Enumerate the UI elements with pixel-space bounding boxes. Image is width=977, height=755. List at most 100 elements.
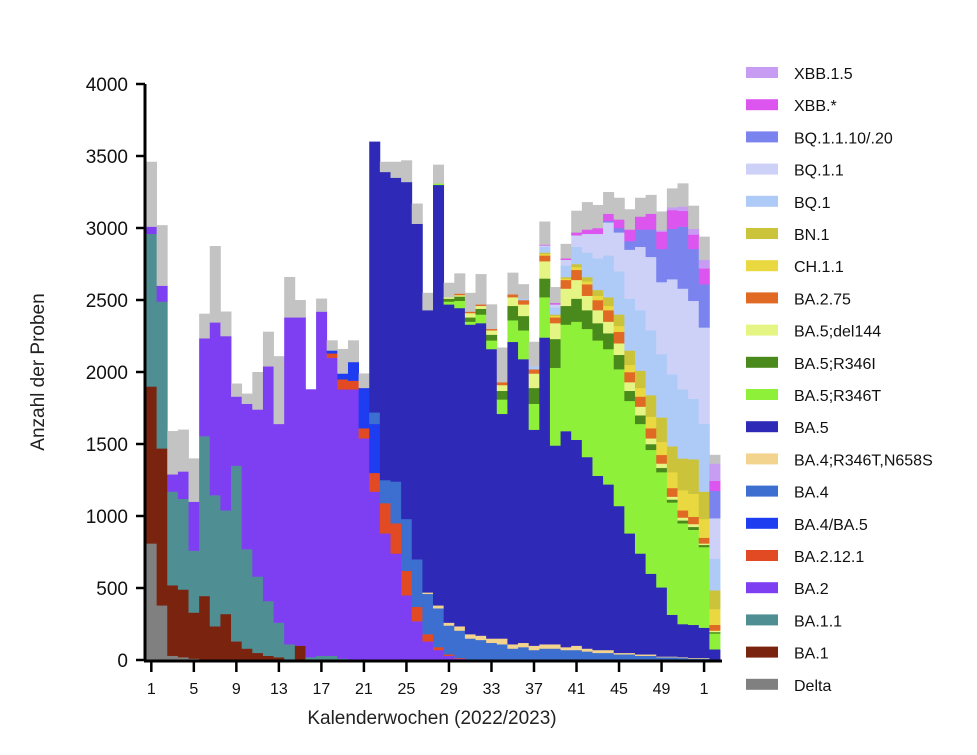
bar-segment-ch-1-1-2022-40 bbox=[560, 278, 572, 281]
bar-segment-ba-5-r346i-2022-30 bbox=[454, 296, 466, 302]
bar-segment-ch-1-1-2022-42 bbox=[581, 281, 593, 285]
bar-segment-ba-5-r346t-2022-29 bbox=[443, 301, 455, 305]
bar-stack-2022-32 bbox=[475, 274, 487, 661]
legend-swatch bbox=[746, 163, 778, 175]
bar-segment-ba-5-2022-45 bbox=[613, 505, 625, 654]
x-tick-label: 41 bbox=[568, 681, 586, 698]
bar-segment-ba-5-r346t-2022-37 bbox=[528, 403, 540, 430]
bar-segment-ba-2-12-1-2022-27 bbox=[422, 634, 434, 642]
bar-segment-ba-4-2022-29 bbox=[443, 625, 455, 655]
legend-item-xbb-1-5: XBB.1.5 bbox=[746, 66, 853, 83]
bar-segment-ba-2-2022-1 bbox=[146, 226, 158, 235]
bar-segment-ba-5-r346i-2022-35 bbox=[507, 305, 519, 321]
bar-segment-bq-1-1-10-20-2022-45 bbox=[613, 228, 625, 233]
bar-segment-ba-4-r346t-n658s-2022-50 bbox=[666, 656, 678, 658]
y-tick-label: 4000 bbox=[86, 75, 128, 96]
bar-segment-ba-2-12-1-2022-24 bbox=[390, 523, 402, 554]
legend-label: BQ.1.1 bbox=[794, 163, 844, 180]
legend-swatch bbox=[746, 389, 778, 400]
y-tick-label: 2500 bbox=[86, 291, 128, 312]
bar-segment-ba-2-75-2022-44 bbox=[603, 310, 615, 322]
bar-stack-2022-30 bbox=[454, 273, 466, 661]
bar-segment-unassigned-2022-15 bbox=[294, 300, 306, 318]
bar-segment-ba-5-2022-34 bbox=[496, 413, 508, 639]
bar-segment-ba-2-75-2022-50 bbox=[666, 487, 678, 497]
bar-segment-xbb-1-5-2022-52 bbox=[688, 228, 700, 235]
bar-segment-ba-5-del144-2022-42 bbox=[581, 295, 593, 311]
bar-stack-2022-42 bbox=[581, 202, 593, 661]
bar-segment-ba-4-ba-5-2022-21 bbox=[358, 387, 370, 429]
bar-segment-ba-1-1-2022-9 bbox=[231, 465, 243, 642]
bar-segment-bq-1-1-10-20-2023-2 bbox=[709, 490, 721, 519]
bar-segment-ba-2-75-2022-39 bbox=[549, 317, 561, 324]
bar-segment-ba-2-2022-28 bbox=[433, 649, 445, 661]
bar-segment-ba-1-1-2022-18 bbox=[326, 655, 338, 661]
bar-segment-ba-5-2022-47 bbox=[634, 553, 647, 655]
legend-item-bq-1-1: BQ.1.1 bbox=[746, 163, 844, 180]
bar-segment-ba-5-r346t-2022-41 bbox=[571, 321, 583, 440]
bar-stack-2022-50 bbox=[666, 188, 678, 661]
bar-stack-2022-40 bbox=[560, 243, 572, 661]
bar-segment-ba-5-del144-2022-40 bbox=[560, 288, 572, 307]
legend-item-ch-1-1: CH.1.1 bbox=[746, 259, 844, 276]
bar-segment-ba-5-r346i-2022-45 bbox=[613, 354, 625, 370]
bar-segment-bn-1-2022-48 bbox=[645, 395, 657, 417]
bar-segment-ba-5-del144-2022-46 bbox=[624, 382, 636, 392]
bar-segment-ba-2-2022-15 bbox=[294, 317, 306, 646]
bar-stack-2022-21 bbox=[358, 373, 370, 661]
bar-stack-2022-12 bbox=[262, 331, 274, 661]
bar-segment-ba-2-2022-2 bbox=[156, 285, 168, 302]
bar-stack-2022-43 bbox=[592, 204, 604, 661]
x-tick-label: 33 bbox=[483, 681, 501, 698]
bar-segment-ba-5-r346i-2022-44 bbox=[603, 333, 615, 350]
bar-segment-ba-4-2022-47 bbox=[634, 655, 647, 661]
bar-segment-bq-1-1-10-20-2023-1 bbox=[698, 284, 710, 328]
legend-label: BN.1 bbox=[794, 227, 830, 244]
bar-stack-2022-20 bbox=[347, 340, 359, 661]
y-tick-label: 500 bbox=[96, 579, 128, 600]
bar-segment-ba-4-r346t-n658s-2022-41 bbox=[571, 645, 583, 651]
bar-segment-ba-2-2022-11 bbox=[252, 409, 264, 577]
bar-segment-bn-1-2023-1 bbox=[698, 491, 710, 520]
bar-segment-ba-4-2023-1 bbox=[698, 658, 710, 661]
bar-segment-unassigned-2022-48 bbox=[645, 194, 657, 214]
bar-stack-2022-11 bbox=[252, 372, 264, 661]
bar-segment-unassigned-2022-52 bbox=[688, 205, 700, 230]
bar-segment-unassigned-2022-30 bbox=[454, 273, 466, 294]
bar-stack-2022-26 bbox=[411, 203, 423, 661]
bar-segment-ba-2-2022-25 bbox=[401, 595, 413, 661]
bar-segment-ba-4-2022-23 bbox=[379, 480, 391, 504]
legend-item-ba-1: BA.1 bbox=[746, 646, 829, 663]
bar-segment-ba-2-12-1-2022-30 bbox=[454, 657, 466, 659]
legend-item-ba-4-ba-5: BA.4/BA.5 bbox=[746, 517, 868, 534]
bar-segment-ba-5-del144-2022-30 bbox=[454, 294, 466, 297]
bar-segment-ba-5-r346t-2022-40 bbox=[560, 324, 572, 432]
bar-segment-ba-2-12-1-2022-21 bbox=[358, 428, 370, 439]
bar-segment-bn-1-2022-43 bbox=[592, 289, 604, 296]
bar-segment-ba-2-2022-22 bbox=[369, 491, 381, 661]
bar-segment-xbb-1-5-2023-1 bbox=[698, 259, 710, 269]
bar-segment-ba-2-75-2022-41 bbox=[571, 269, 583, 281]
bar-segment-ba-2-2022-17 bbox=[316, 311, 328, 656]
legend-label: BA.4;R346T,N658S bbox=[794, 452, 933, 469]
bar-segment-ba-5-2022-24 bbox=[390, 177, 402, 482]
bar-segment-ba-1-2022-4 bbox=[177, 589, 189, 658]
bar-stack-2023-2 bbox=[709, 454, 721, 661]
bar-stack-2022-45 bbox=[613, 197, 625, 661]
bar-segment-bq-1-2022-46 bbox=[624, 298, 636, 351]
bar-segment-unassigned-2022-33 bbox=[486, 304, 498, 330]
bar-segment-ba-4-r346t-n658s-2022-46 bbox=[624, 652, 636, 655]
bar-segment-xbb--2022-42 bbox=[581, 229, 593, 235]
bar-segment-ba-4-2022-35 bbox=[507, 648, 519, 661]
bar-segment-unassigned-2022-35 bbox=[507, 272, 519, 295]
bar-segment-ba-5-2022-22 bbox=[369, 141, 381, 413]
bars-group bbox=[146, 141, 721, 661]
bar-segment-ba-5-del144-2022-47 bbox=[634, 406, 647, 416]
bar-segment-unassigned-2022-36 bbox=[518, 284, 530, 299]
bar-segment-ba-5-r346i-2022-52 bbox=[688, 526, 700, 530]
bar-segment-ba-5-del144-2022-44 bbox=[603, 321, 615, 334]
bar-segment-ba-5-r346t-2022-35 bbox=[507, 320, 519, 343]
bar-segment-ba-5-del144-2022-50 bbox=[666, 496, 678, 500]
bar-segment-ba-5-r346i-2022-39 bbox=[549, 338, 561, 368]
bar-segment-ba-1-1-2022-7 bbox=[209, 495, 221, 627]
